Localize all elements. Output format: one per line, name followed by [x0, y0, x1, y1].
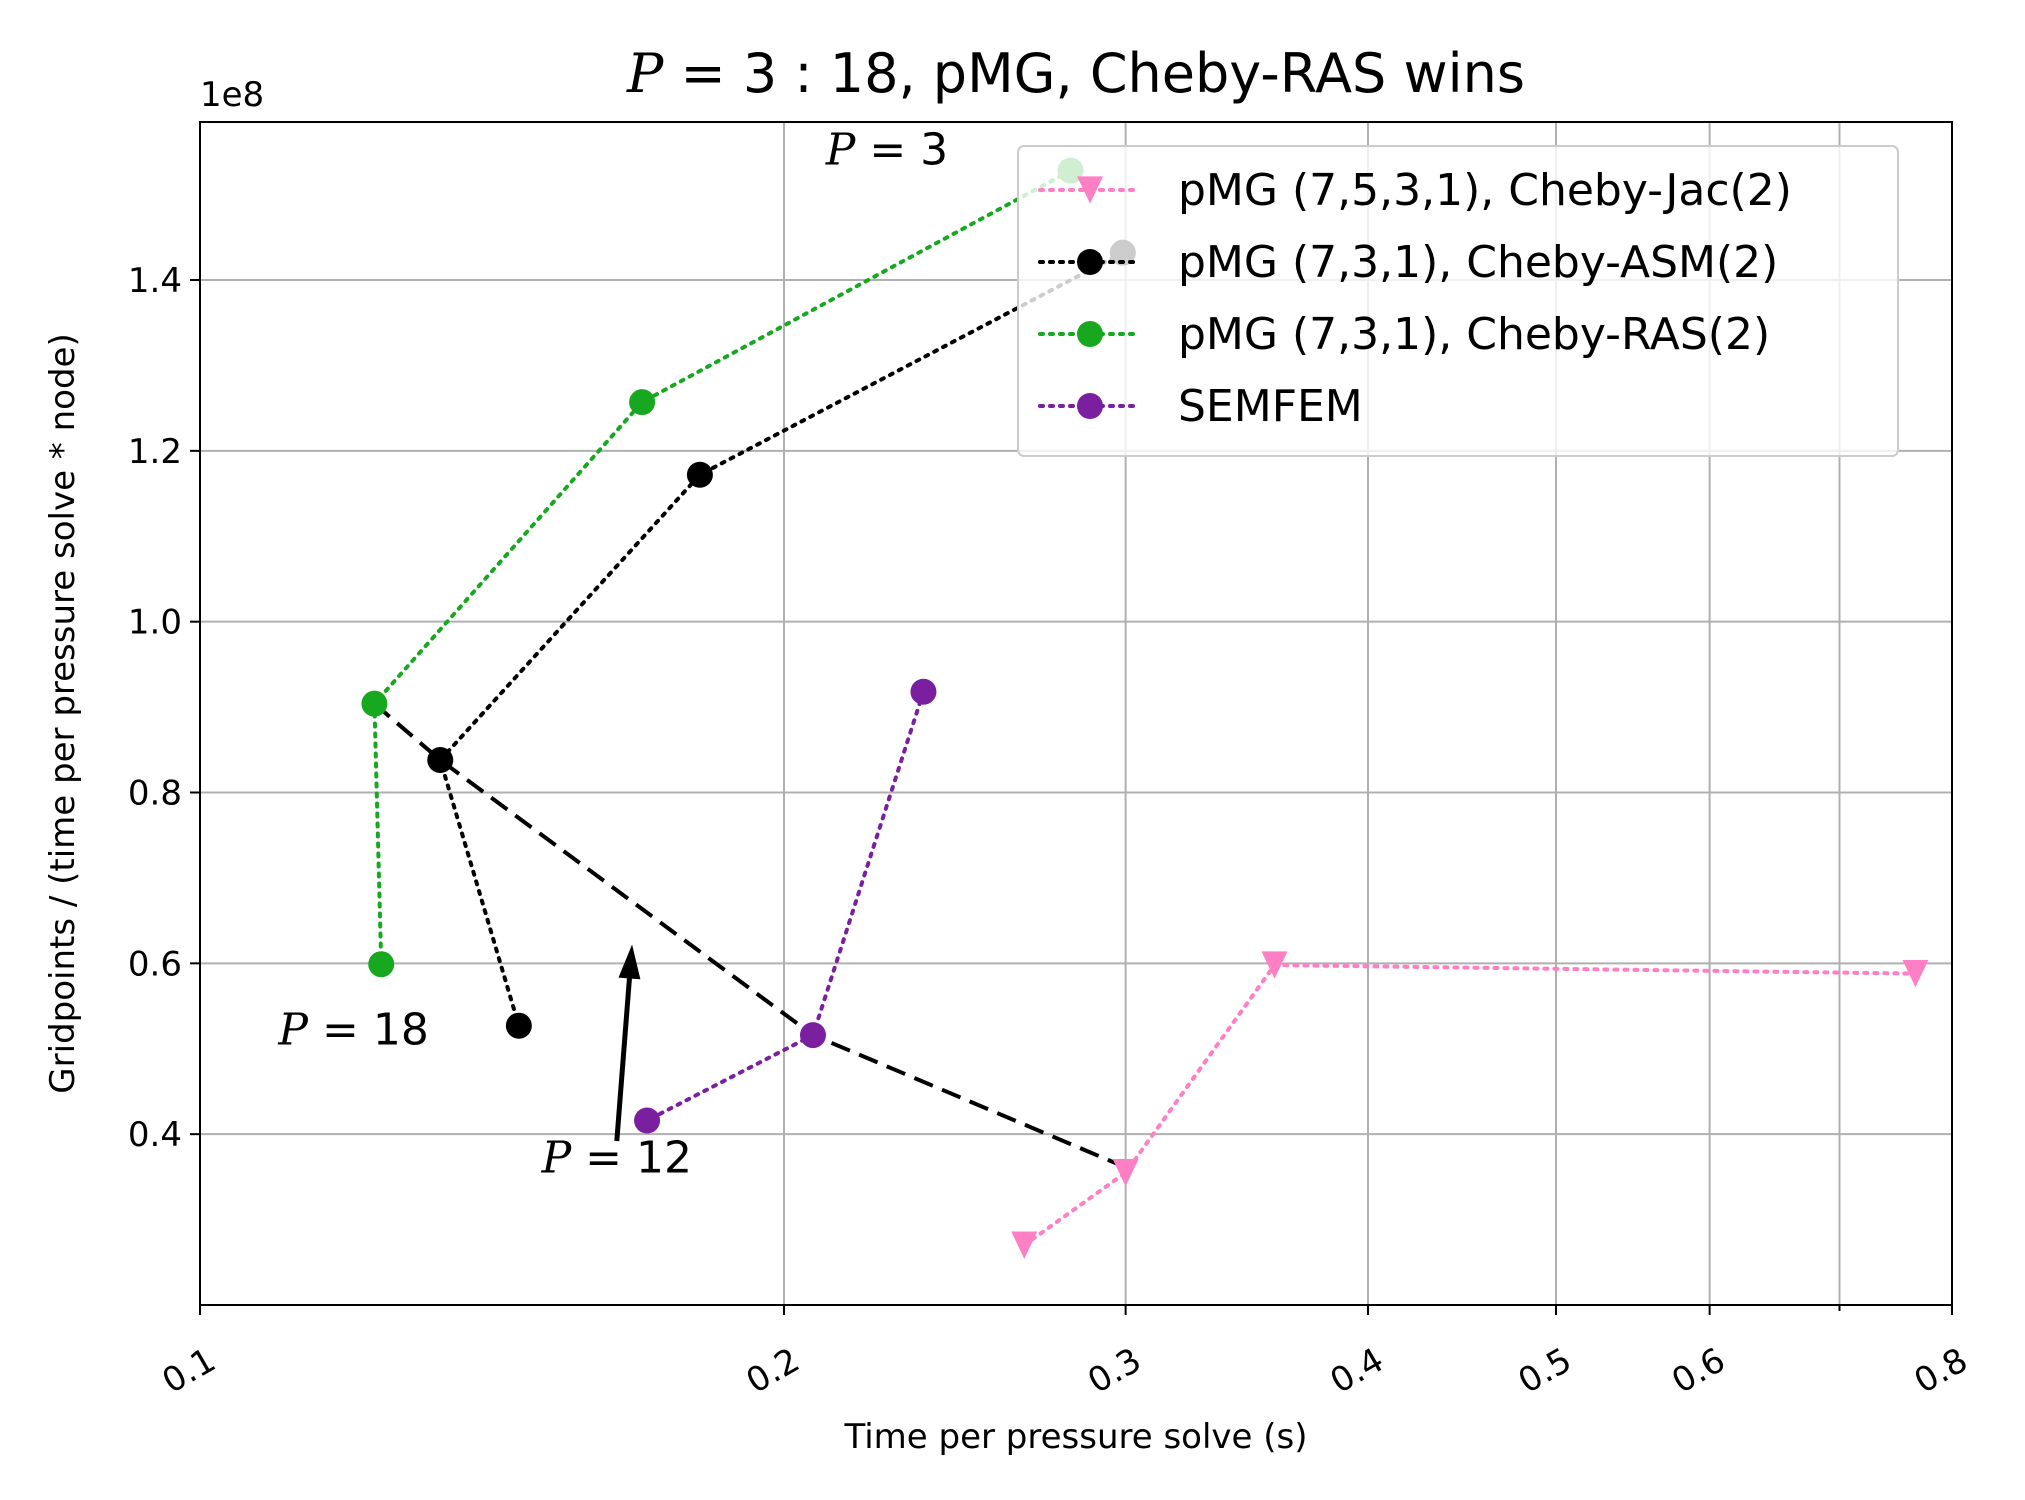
data-point — [1902, 959, 1929, 988]
legend-marker — [1077, 321, 1103, 347]
trend-line — [373, 702, 1135, 1173]
y-tick-label: 1.0 — [128, 603, 182, 643]
data-point — [368, 951, 395, 978]
legend-entry: pMG (7,3,1), Cheby-ASM(2) — [1038, 237, 1778, 288]
data-point — [1261, 951, 1288, 979]
annotation-label: P = 3 — [825, 125, 948, 176]
legend-entry: pMG (7,5,3,1), Cheby-Jac(2) — [1038, 165, 1792, 216]
title-rest: = 3 : 18, pMG, Cheby-RAS wins — [663, 42, 1525, 105]
legend-label: pMG (7,3,1), Cheby-ASM(2) — [1178, 237, 1778, 288]
data-point — [1112, 1158, 1139, 1187]
y-multiplier-label: 1e8 — [200, 75, 264, 115]
series-line — [1022, 963, 1918, 1248]
legend-marker — [1077, 249, 1103, 275]
data-point — [799, 1022, 826, 1049]
annotation-variable: P — [825, 125, 870, 176]
y-tick-label: 0.4 — [128, 1115, 182, 1155]
series-line — [372, 168, 1073, 967]
series-4 — [634, 678, 937, 1134]
annotation-variable: P — [277, 1004, 322, 1055]
data-point — [910, 678, 937, 705]
data-point — [505, 1012, 532, 1039]
series-line — [438, 250, 1125, 1028]
annotation-arrow-shaft — [614, 978, 632, 1142]
series-1 — [1011, 951, 1929, 1259]
data-point — [427, 747, 454, 774]
data-point — [686, 461, 713, 488]
annotation-value: = 18 — [322, 1004, 429, 1055]
title-variable: P — [626, 42, 665, 105]
legend-entry: SEMFEM — [1038, 381, 1363, 432]
annotation-value: = 12 — [585, 1133, 692, 1184]
legend-box — [1017, 145, 1899, 457]
legend-marker — [1077, 176, 1103, 204]
legend: pMG (7,5,3,1), Cheby-Jac(2) pMG (7,3,1), … — [1017, 145, 1899, 457]
legend-label: pMG (7,3,1), Cheby-RAS(2) — [1178, 309, 1770, 360]
annotation-label: P = 12 — [541, 1133, 692, 1184]
y-tick-label: 1.2 — [128, 432, 182, 472]
data-point — [361, 690, 388, 717]
series-3 — [361, 157, 1084, 978]
data-point — [634, 1107, 661, 1134]
y-tick-label: 0.8 — [128, 774, 182, 814]
data-point — [629, 389, 656, 416]
annotation-label: P = 18 — [277, 1004, 428, 1055]
y-tick-label: 0.6 — [128, 944, 182, 984]
annotation-variable: P — [541, 1133, 586, 1184]
chart-title: P = 3 : 18, pMG, Cheby-RAS wins — [626, 42, 1525, 105]
annotation-arrow-head — [618, 944, 641, 980]
legend-marker — [1077, 393, 1103, 419]
annotations: P = 3P = 18P = 12 — [277, 125, 948, 1184]
y-axis-label: Gridpoints / (time per pressure solve * … — [43, 333, 83, 1093]
series-group — [361, 157, 1929, 1259]
legend-label: pMG (7,5,3,1), Cheby-Jac(2) — [1178, 165, 1792, 216]
legend-entry: pMG (7,3,1), Cheby-RAS(2) — [1038, 309, 1770, 360]
data-point — [1011, 1231, 1038, 1259]
annotation-value: = 3 — [869, 125, 948, 176]
y-tick-label: 1.4 — [128, 261, 182, 301]
trend-dashed-line — [373, 702, 1135, 1173]
plot-frame — [199, 121, 1953, 1306]
legend-label: SEMFEM — [1178, 381, 1363, 432]
x-axis-label: Time per pressure solve (s) — [843, 1417, 1307, 1457]
